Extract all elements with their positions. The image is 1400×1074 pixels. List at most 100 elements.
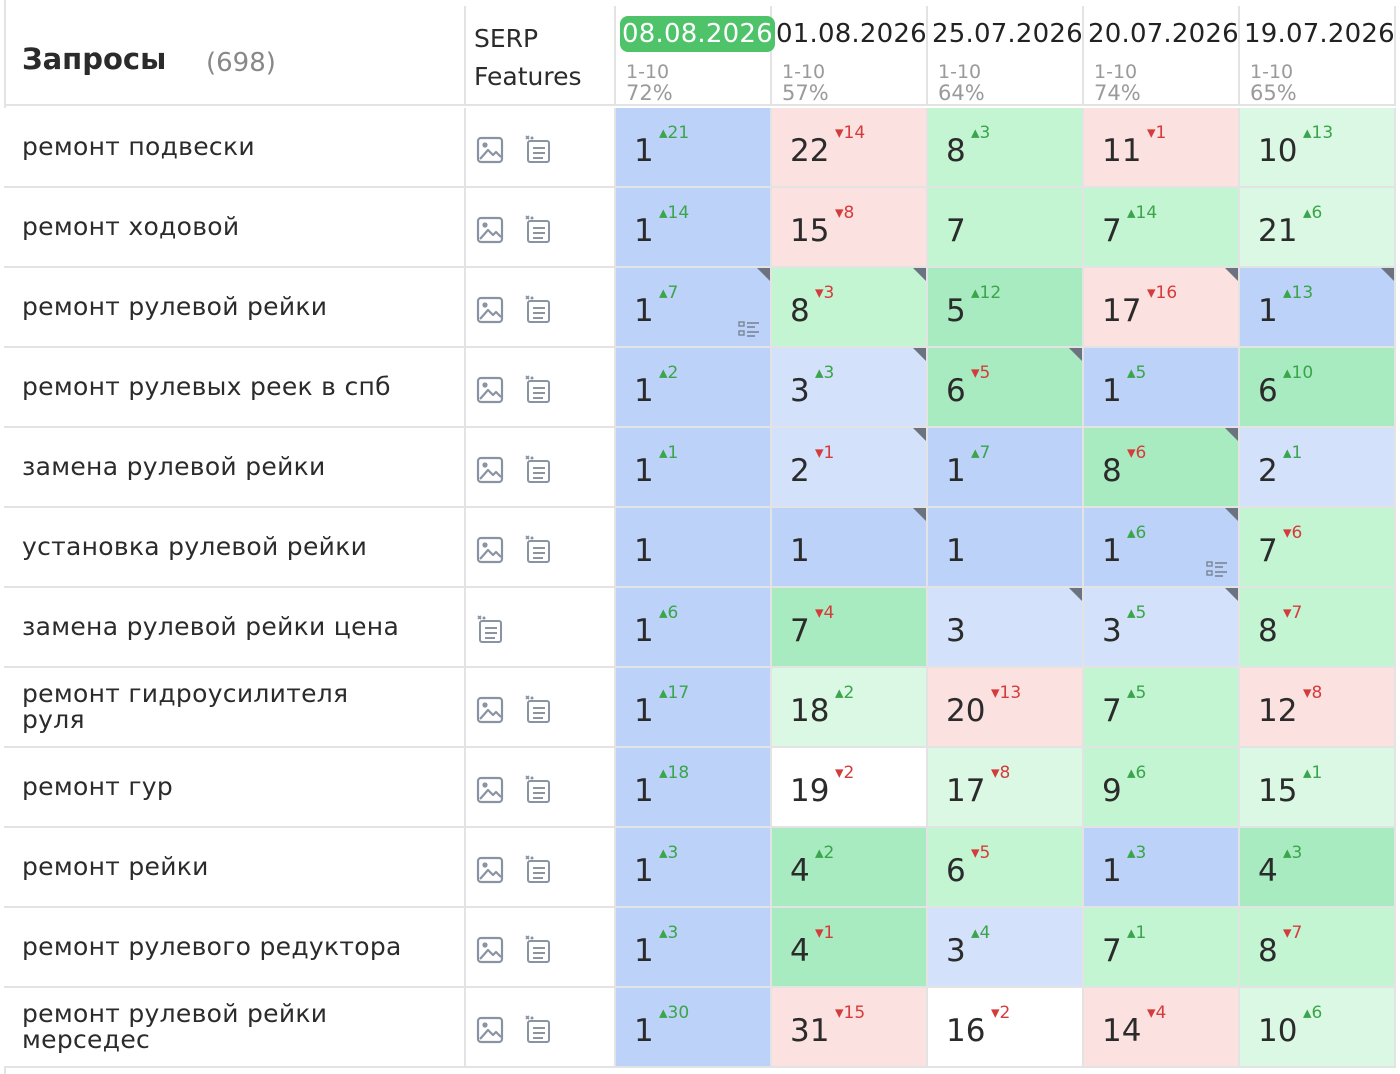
query-cell[interactable]: ремонт подвески <box>4 108 466 188</box>
position-cell[interactable]: 3 ▴4 <box>928 908 1084 988</box>
position-cell[interactable]: 6 ▾5 <box>928 828 1084 908</box>
position-cell[interactable]: 7 ▾6 <box>1240 508 1396 588</box>
query-text[interactable]: ремонт рулевой рейки мерседес <box>22 999 328 1054</box>
image-icon[interactable] <box>475 855 505 885</box>
snippet-icon[interactable] <box>475 615 505 645</box>
query-text[interactable]: ремонт рулевых реек в спб <box>22 372 391 401</box>
date-label[interactable]: 01.08.2026 <box>776 19 927 49</box>
position-cell[interactable]: 7 ▴1 <box>1084 908 1240 988</box>
position-cell[interactable]: 11 ▾1 <box>1084 108 1240 188</box>
query-cell[interactable]: ремонт гидроусилителя руля <box>4 668 466 748</box>
position-cell[interactable]: 7 ▾4 <box>772 588 928 668</box>
image-icon[interactable] <box>475 295 505 325</box>
snippet-list-icon[interactable] <box>1206 560 1228 578</box>
date-column-header[interactable]: 20.07.2026 1-10 74% <box>1084 6 1240 106</box>
position-cell[interactable]: 1 ▴3 <box>616 908 772 988</box>
image-icon[interactable] <box>475 935 505 965</box>
query-text[interactable]: ремонт рейки <box>22 852 209 881</box>
position-cell[interactable]: 14 ▾4 <box>1084 988 1240 1068</box>
note-corner-icon[interactable] <box>1069 588 1082 601</box>
query-text[interactable]: ремонт рулевой рейки <box>22 292 328 321</box>
query-text[interactable]: ремонт рулевого редуктора <box>22 932 402 961</box>
note-corner-icon[interactable] <box>1381 268 1394 281</box>
date-label[interactable]: 08.08.2026 <box>620 16 775 52</box>
position-cell[interactable]: 17 ▾8 <box>928 748 1084 828</box>
note-corner-icon[interactable] <box>1225 588 1238 601</box>
query-cell[interactable]: замена рулевой рейки <box>4 428 466 508</box>
note-corner-icon[interactable] <box>1225 268 1238 281</box>
position-cell[interactable]: 1 ▴1 <box>616 428 772 508</box>
position-cell[interactable]: 31 ▾15 <box>772 988 928 1068</box>
position-cell[interactable]: 8 ▾6 <box>1084 428 1240 508</box>
query-cell[interactable]: ремонт рейки <box>4 828 466 908</box>
position-cell[interactable]: 1 ▴21 <box>616 108 772 188</box>
query-text[interactable]: замена рулевой рейки <box>22 452 326 481</box>
snippet-icon[interactable] <box>523 215 553 245</box>
query-text[interactable]: ремонт ходовой <box>22 212 240 241</box>
position-cell[interactable]: 7 ▴14 <box>1084 188 1240 268</box>
query-text[interactable]: ремонт гур <box>22 772 174 801</box>
date-label[interactable]: 25.07.2026 <box>932 19 1083 49</box>
position-cell[interactable]: 10 ▴6 <box>1240 988 1396 1068</box>
position-cell[interactable]: 9 ▴6 <box>1084 748 1240 828</box>
image-icon[interactable] <box>475 775 505 805</box>
position-cell[interactable]: 20 ▾13 <box>928 668 1084 748</box>
position-cell[interactable]: 18 ▴2 <box>772 668 928 748</box>
position-cell[interactable]: 7 <box>928 188 1084 268</box>
query-text[interactable]: замена рулевой рейки цена <box>22 612 400 641</box>
snippet-icon[interactable] <box>523 775 553 805</box>
position-cell[interactable]: 3 <box>928 588 1084 668</box>
query-cell[interactable]: ремонт рулевой рейки <box>4 268 466 348</box>
image-icon[interactable] <box>475 1015 505 1045</box>
position-cell[interactable]: 1 ▴6 <box>616 588 772 668</box>
position-cell[interactable]: 17 ▾16 <box>1084 268 1240 348</box>
position-cell[interactable]: 8 ▴3 <box>928 108 1084 188</box>
position-cell[interactable]: 1 ▴6 <box>1084 508 1240 588</box>
position-cell[interactable]: 2 ▴1 <box>1240 428 1396 508</box>
note-corner-icon[interactable] <box>913 428 926 441</box>
query-text[interactable]: установка рулевой рейки <box>22 532 368 561</box>
position-cell[interactable]: 12 ▾8 <box>1240 668 1396 748</box>
date-column-header[interactable]: 25.07.2026 1-10 64% <box>928 6 1084 106</box>
position-cell[interactable]: 1 ▴14 <box>616 188 772 268</box>
queries-header[interactable]: Запросы (698) <box>4 6 466 106</box>
image-icon[interactable] <box>475 535 505 565</box>
snippet-icon[interactable] <box>523 695 553 725</box>
image-icon[interactable] <box>475 215 505 245</box>
date-column-header[interactable]: 08.08.2026 1-10 72% <box>616 6 775 106</box>
note-corner-icon[interactable] <box>1225 508 1238 521</box>
position-cell[interactable]: 8 ▾3 <box>772 268 928 348</box>
position-cell[interactable]: 4 ▴2 <box>772 828 928 908</box>
position-cell[interactable]: 3 ▴3 <box>772 348 928 428</box>
date-label[interactable]: 19.07.2026 <box>1244 19 1395 49</box>
query-cell[interactable]: ремонт ходовой <box>4 188 466 268</box>
position-cell[interactable]: 1 <box>616 508 772 588</box>
position-cell[interactable]: 1 ▴3 <box>616 828 772 908</box>
position-cell[interactable]: 1 ▴30 <box>616 988 772 1068</box>
snippet-icon[interactable] <box>523 535 553 565</box>
query-text[interactable]: ремонт подвески <box>22 132 255 161</box>
snippet-icon[interactable] <box>523 375 553 405</box>
query-cell[interactable]: ремонт рулевого редуктора <box>4 908 466 988</box>
note-corner-icon[interactable] <box>913 348 926 361</box>
snippet-icon[interactable] <box>523 935 553 965</box>
query-cell[interactable]: установка рулевой рейки <box>4 508 466 588</box>
position-cell[interactable]: 1 ▴2 <box>616 348 772 428</box>
position-cell[interactable]: 22 ▾14 <box>772 108 928 188</box>
position-cell[interactable]: 21 ▴6 <box>1240 188 1396 268</box>
position-cell[interactable]: 8 ▾7 <box>1240 908 1396 988</box>
note-corner-icon[interactable] <box>757 268 770 281</box>
position-cell[interactable]: 1 ▴13 <box>1240 268 1396 348</box>
position-cell[interactable]: 10 ▴13 <box>1240 108 1396 188</box>
query-text[interactable]: ремонт гидроусилителя руля <box>22 679 349 734</box>
date-column-header[interactable]: 01.08.2026 1-10 57% <box>772 6 928 106</box>
image-icon[interactable] <box>475 455 505 485</box>
query-cell[interactable]: ремонт рулевых реек в спб <box>4 348 466 428</box>
position-cell[interactable]: 4 ▴3 <box>1240 828 1396 908</box>
query-cell[interactable]: ремонт гур <box>4 748 466 828</box>
position-cell[interactable]: 4 ▾1 <box>772 908 928 988</box>
date-label[interactable]: 20.07.2026 <box>1088 19 1239 49</box>
position-cell[interactable]: 16 ▾2 <box>928 988 1084 1068</box>
position-cell[interactable]: 19 ▾2 <box>772 748 928 828</box>
snippet-icon[interactable] <box>523 295 553 325</box>
